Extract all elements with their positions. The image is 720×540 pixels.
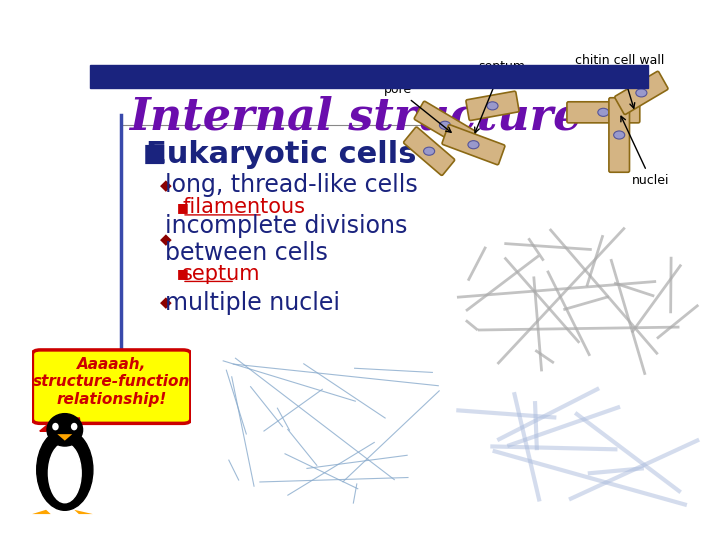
Ellipse shape [487, 102, 498, 110]
Text: filamentous: filamentous [182, 198, 305, 218]
Text: septum: septum [474, 60, 526, 133]
Text: Eukaryotic cells: Eukaryotic cells [145, 140, 416, 168]
Ellipse shape [71, 423, 78, 430]
Text: chitin cell wall: chitin cell wall [575, 53, 664, 108]
Polygon shape [58, 434, 72, 441]
Text: incomplete divisions
between cells: incomplete divisions between cells [166, 213, 408, 265]
Text: pore: pore [383, 83, 451, 132]
Ellipse shape [468, 140, 479, 149]
Polygon shape [32, 510, 50, 514]
FancyBboxPatch shape [442, 125, 505, 165]
Ellipse shape [52, 423, 59, 430]
Text: ◆: ◆ [160, 295, 171, 310]
Ellipse shape [439, 122, 451, 130]
Ellipse shape [598, 108, 609, 117]
Ellipse shape [636, 89, 647, 97]
Text: nuclei: nuclei [621, 116, 670, 187]
Ellipse shape [423, 147, 435, 156]
FancyBboxPatch shape [466, 91, 519, 120]
Text: long, thread-like cells: long, thread-like cells [166, 173, 418, 198]
Ellipse shape [37, 429, 93, 510]
Text: Aaaaah,
structure-function
relationship!: Aaaaah, structure-function relationship! [33, 357, 190, 407]
FancyBboxPatch shape [615, 71, 668, 114]
Text: Internal structure: Internal structure [129, 95, 582, 138]
Ellipse shape [48, 443, 81, 503]
Text: ◆: ◆ [160, 178, 171, 193]
Text: multiple nuclei: multiple nuclei [166, 291, 341, 315]
Ellipse shape [613, 131, 625, 139]
FancyBboxPatch shape [404, 127, 454, 176]
Polygon shape [74, 510, 93, 514]
Polygon shape [40, 419, 80, 432]
Ellipse shape [47, 414, 83, 446]
Text: septum: septum [182, 264, 261, 284]
FancyBboxPatch shape [609, 98, 629, 172]
Text: ■: ■ [143, 142, 166, 166]
FancyBboxPatch shape [32, 350, 191, 423]
FancyBboxPatch shape [414, 102, 476, 149]
Text: ■: ■ [176, 201, 188, 214]
Text: ■: ■ [176, 267, 188, 280]
Text: ◆: ◆ [160, 232, 171, 247]
FancyBboxPatch shape [567, 102, 640, 123]
